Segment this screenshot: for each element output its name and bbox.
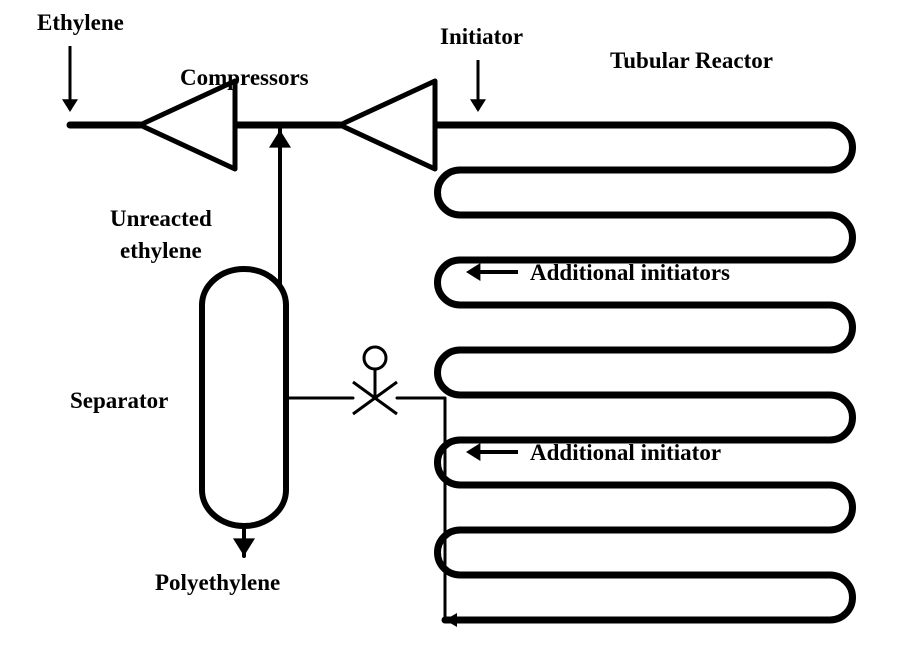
tubular-reactor-coil bbox=[438, 125, 853, 620]
arrow-polyethylene bbox=[233, 538, 255, 556]
diagram-stage: Ethylene Compressors Initiator Tubular Reac… bbox=[0, 0, 900, 663]
label-tubular-reactor: Tubular Reactor bbox=[610, 48, 773, 74]
separator-vessel bbox=[202, 269, 286, 526]
compressor-1 bbox=[140, 81, 235, 169]
label-compressors: Compressors bbox=[180, 65, 309, 91]
arrow-add-initiator-2 bbox=[466, 443, 480, 461]
arrow-add-initiator-1 bbox=[466, 263, 480, 281]
label-separator: Separator bbox=[70, 388, 168, 414]
label-additional-initiator-2: Additional initiator bbox=[530, 440, 721, 466]
label-ethylene: Ethylene bbox=[37, 10, 124, 36]
label-initiator: Initiator bbox=[440, 24, 523, 50]
control-valve-handwheel bbox=[364, 347, 386, 369]
compressor-2 bbox=[340, 81, 435, 169]
pipe-valve-to-reactor bbox=[397, 398, 445, 618]
arrow-recycle bbox=[269, 130, 291, 148]
label-unreacted-ethylene-l1: Unreacted bbox=[110, 206, 212, 232]
reactor-outlet-arrow bbox=[445, 613, 457, 627]
diagram-svg bbox=[0, 0, 900, 663]
label-additional-initiator-1: Additional initiators bbox=[530, 260, 730, 286]
label-unreacted-ethylene-l2: ethylene bbox=[120, 238, 202, 264]
label-polyethylene: Polyethylene bbox=[155, 570, 280, 596]
